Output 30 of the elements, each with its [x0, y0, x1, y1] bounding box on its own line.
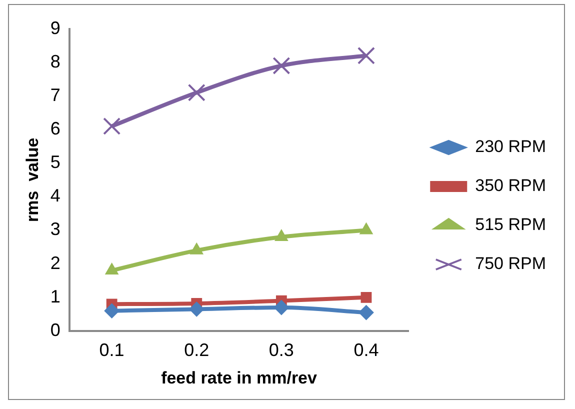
- y-tick-label: 9: [50, 18, 60, 38]
- y-tick-label: 0: [50, 320, 60, 340]
- x-tick-label: 0.1: [99, 340, 124, 360]
- legend-label: 350 RPM: [475, 176, 546, 196]
- y-tick-label: 6: [50, 118, 60, 138]
- point: [274, 300, 289, 315]
- x-tick-label: 0.2: [184, 340, 210, 360]
- y-tick-label: 7: [50, 84, 60, 105]
- legend-label: 515 RPM: [475, 215, 546, 234]
- y-tick-label: 5: [50, 152, 60, 172]
- y-axis-title: rms value: [22, 138, 42, 222]
- y-tick-label: 1: [50, 286, 60, 306]
- legend-label: 230 RPM: [475, 137, 546, 156]
- point: [104, 303, 120, 318]
- y-tick-label: 8: [50, 51, 60, 72]
- y-tick-label: 3: [50, 219, 60, 240]
- legend-label: 750 RPM: [475, 254, 546, 274]
- point: [272, 56, 290, 75]
- point: [189, 302, 204, 317]
- y-tick-label: 4: [50, 186, 60, 206]
- point: [188, 84, 206, 102]
- point: [103, 117, 121, 135]
- x-tick-label: 0.4: [354, 340, 379, 360]
- x-tick-label: 0.3: [268, 340, 294, 360]
- x-axis-title: feed rate in mm/rev: [161, 368, 318, 388]
- y-tick-label: 2: [50, 252, 60, 273]
- point: [105, 263, 118, 275]
- point: [358, 305, 374, 320]
- point: [360, 292, 372, 303]
- point: [357, 46, 376, 64]
